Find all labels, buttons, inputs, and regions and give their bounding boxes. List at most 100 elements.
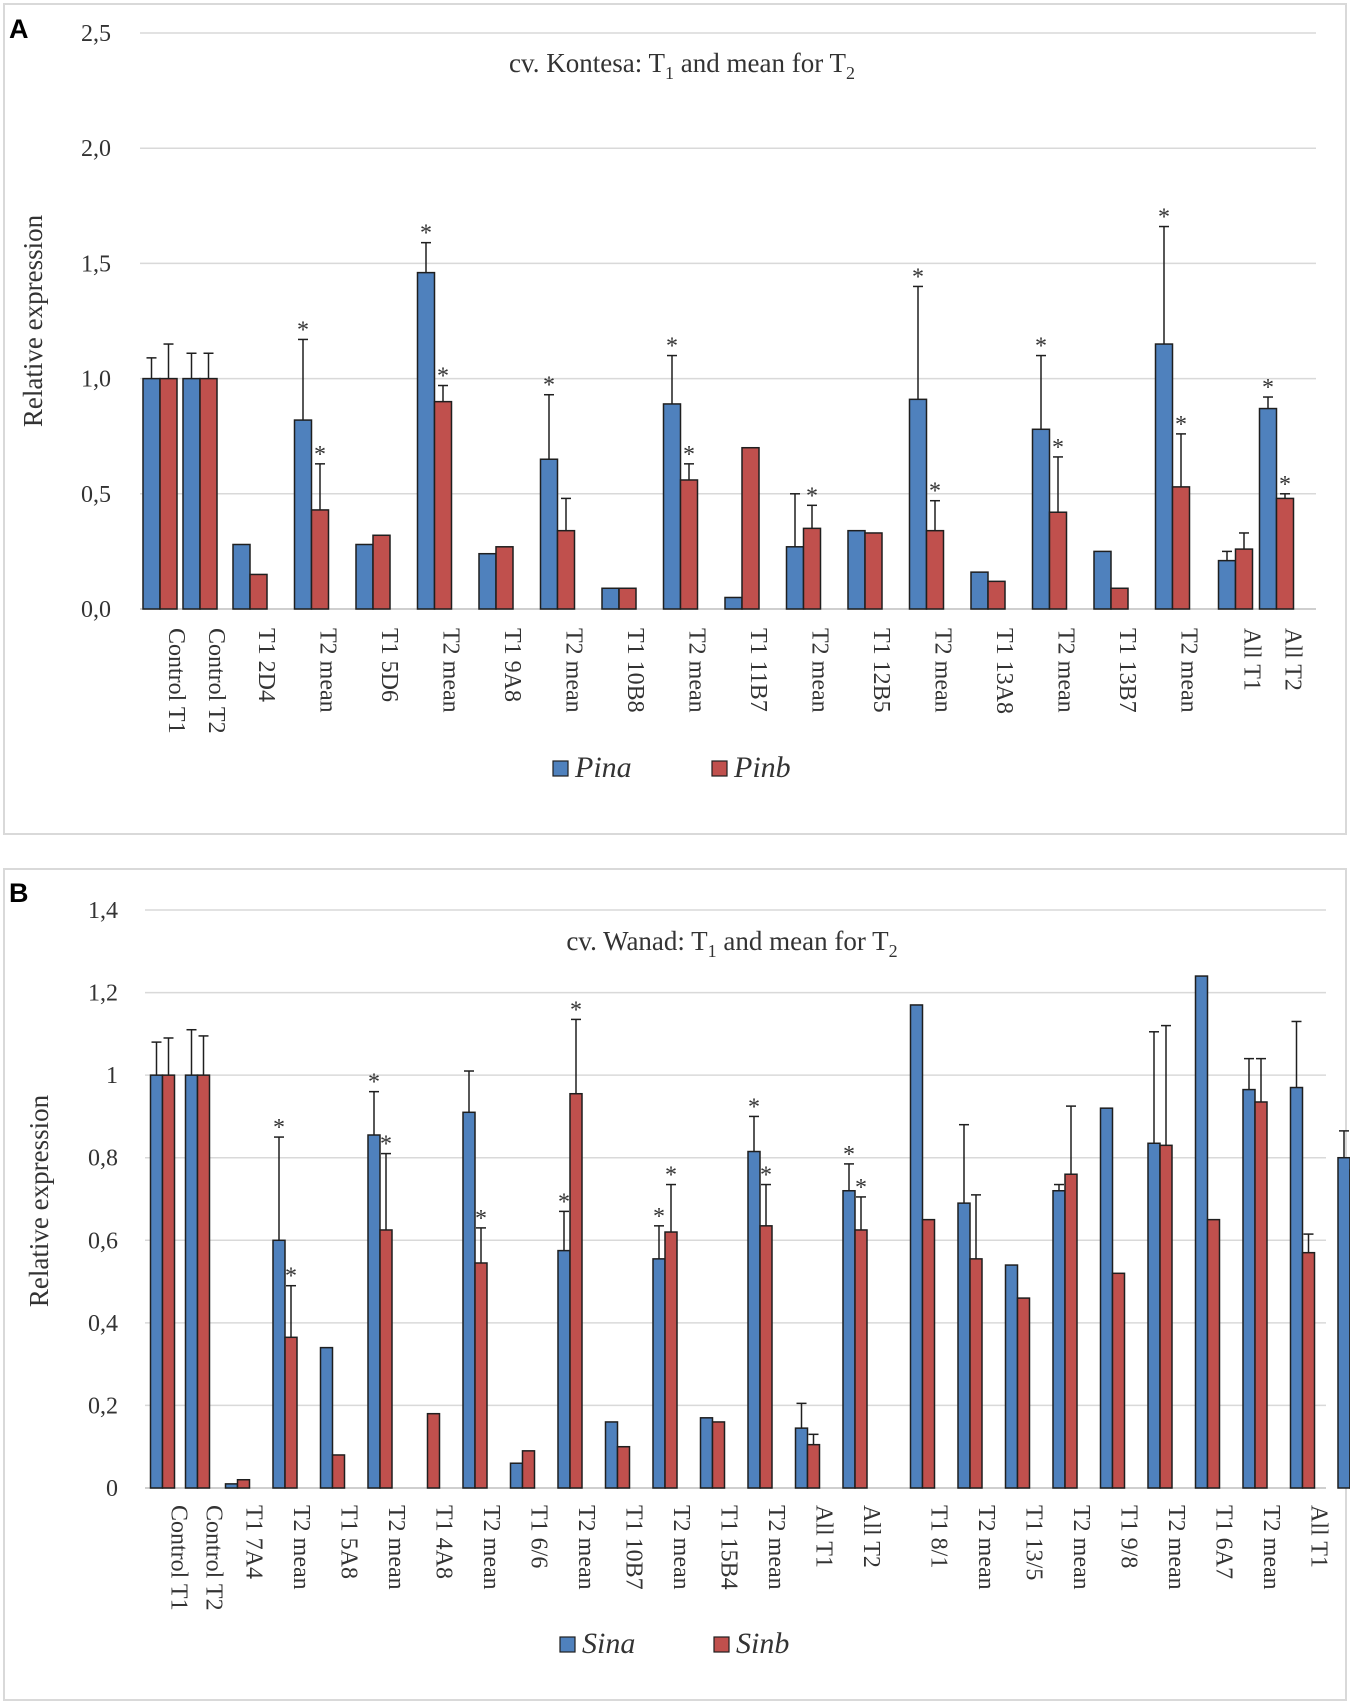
panel-a-bar-pinb xyxy=(925,529,945,610)
panel-b-bar-sina xyxy=(149,1074,164,1489)
panel-a-significance-star: * xyxy=(314,442,326,468)
panel-a-bar-pinb xyxy=(433,400,453,610)
panel-a-x-tick-label: Control T2 xyxy=(203,628,229,734)
panel-a-bar-pinb xyxy=(310,509,330,610)
panel-a-bar-pina xyxy=(416,271,436,610)
panel-b-x-tick-label: Control T1 xyxy=(166,1505,192,1611)
panel-a-bar-pinb xyxy=(618,587,637,610)
panel-a-bar-pina xyxy=(601,587,620,610)
panel-b-bar-sinb xyxy=(1254,1101,1268,1489)
panel-b-significance-star: * xyxy=(285,1264,297,1290)
panel-a-bar-pina xyxy=(1258,407,1278,610)
panel-b-y-tick-label: 0 xyxy=(106,1476,118,1502)
panel-a-bar-pina xyxy=(232,543,251,610)
panel-b-chart-title: cv. Wanad: T1 and mean for T2 xyxy=(566,926,897,961)
panel-b-x-tick-label: T1 15B4 xyxy=(716,1505,742,1590)
panel-b-legend-label-sinb: Sinb xyxy=(736,1627,789,1660)
panel-a-x-tick-label: T1 11B7 xyxy=(745,628,771,712)
panel-b-y-tick-label: 0,6 xyxy=(88,1228,118,1254)
panel-b-bar-sinb xyxy=(1206,1218,1221,1489)
panel-a-y-tick-label: 0,0 xyxy=(81,597,111,623)
panel-a-bar-pina xyxy=(539,458,559,610)
panel-b-bar-sinb xyxy=(921,1218,936,1489)
panel-b-bar-sina xyxy=(1099,1107,1114,1489)
panel-a-legend-swatch-pina xyxy=(552,760,569,777)
panel-a-y-tick-label: 2,0 xyxy=(81,136,111,162)
panel-b-x-tick-label: T1 10B7 xyxy=(621,1505,647,1590)
panel-b-y-tick-label: 0,2 xyxy=(88,1393,118,1419)
panel-b-x-tick-label: T1 9/8 xyxy=(1116,1505,1142,1568)
panel-a-letter: A xyxy=(9,14,29,44)
panel-b-bar-sina xyxy=(224,1483,239,1489)
panel-a-chart-title: cv. Kontesa: T1 and mean for T2 xyxy=(509,48,855,83)
panel-b-bar-sinb xyxy=(196,1074,211,1489)
panel-b-significance-star: * xyxy=(273,1115,285,1141)
panel-a-bar-pina xyxy=(478,552,497,610)
panel-b-bar-sinb xyxy=(711,1421,726,1489)
panel-a-bar-pinb xyxy=(1110,587,1129,610)
panel-b-x-tick-label: T2 mean xyxy=(668,1505,694,1590)
panel-b-bar-sina xyxy=(1004,1264,1019,1489)
panel-a-significance-star: * xyxy=(666,334,678,360)
panel-b-y-tick-label: 0,8 xyxy=(88,1146,118,1172)
panel-b-legend-swatch-sina xyxy=(559,1636,576,1653)
panel-b-bar-sina xyxy=(794,1427,809,1489)
panel-a-bar-pinb xyxy=(199,377,218,610)
panel-b-significance-star: * xyxy=(665,1163,677,1189)
panel-a-bar-pina xyxy=(1154,343,1174,610)
panel-b-bar-sinb xyxy=(854,1229,868,1489)
panel-b-bar-sina xyxy=(957,1202,971,1489)
panel-b-x-tick-label: T2 mean xyxy=(478,1505,504,1590)
panel-b-x-tick-label: T2 mean xyxy=(383,1505,409,1590)
panel-a-bar-pinb xyxy=(556,529,576,610)
panel-b-significance-star: * xyxy=(570,997,582,1023)
panel-b-x-tick-label: Control T2 xyxy=(201,1505,227,1611)
panel-b-bar-sinb xyxy=(806,1443,821,1489)
panel-a-legend-label-pinb: Pinb xyxy=(733,751,791,784)
panel-a-y-tick-label: 0,5 xyxy=(81,482,111,508)
panel-b-x-tick-label: T2 mean xyxy=(573,1505,599,1590)
panel-b-bar-sina xyxy=(699,1417,714,1489)
panel-b-bar-sina xyxy=(557,1249,571,1489)
panel-b-bar-sinb xyxy=(474,1262,488,1489)
panel-a-y-axis-label: Relative expression xyxy=(18,214,48,427)
panel-b-x-tick-label: T1 7A4 xyxy=(241,1505,267,1579)
panel-a-y-tick-label: 2,5 xyxy=(81,21,111,47)
panel-b-bar-sina xyxy=(604,1421,619,1489)
panel-a-bar-pina xyxy=(970,571,989,610)
panel-b-bar-sinb xyxy=(284,1336,298,1489)
panel-a-significance-star: * xyxy=(1279,472,1291,498)
panel-b-letter: B xyxy=(9,878,29,908)
panel-b-significance-star: * xyxy=(855,1175,867,1201)
panel-b-bar-sinb xyxy=(1016,1297,1031,1489)
panel-a-significance-star: * xyxy=(1262,375,1274,401)
panel-b-x-tick-label: T2 mean xyxy=(763,1505,789,1590)
panel-a-bar-pinb xyxy=(1275,497,1295,610)
panel-a-bar-pina xyxy=(182,377,201,610)
panel-a-x-tick-label: T2 mean xyxy=(315,628,341,713)
panel-a-bar-pinb xyxy=(802,527,822,610)
panel-b-bar-sina xyxy=(652,1258,666,1489)
panel-b-x-tick-label: T1 6/6 xyxy=(526,1505,552,1568)
panel-a-significance-star: * xyxy=(420,221,432,247)
panel-b-significance-star: * xyxy=(380,1132,392,1158)
panel-a-bar-pinb xyxy=(864,532,883,610)
panel-b-bar-sina xyxy=(1337,1156,1350,1489)
panel-b-x-tick-label: All T1 xyxy=(1306,1505,1332,1568)
panel-b-y-tick-label: 1 xyxy=(106,1063,118,1089)
panel-a-significance-star: * xyxy=(437,364,449,390)
panel-a-significance-star: * xyxy=(543,373,555,399)
panel-b-significance-star: * xyxy=(475,1206,487,1232)
panel-a-bar-pina xyxy=(142,377,161,610)
panel-b-bar-sinb xyxy=(1064,1173,1078,1489)
panel-a-bar-pina xyxy=(1217,559,1237,610)
panel-b-x-tick-label: T1 8/1 xyxy=(926,1505,952,1568)
panel-a-bar-pina xyxy=(355,543,374,610)
panel-a-x-tick-label: Control T1 xyxy=(163,628,189,734)
panel-a-significance-star: * xyxy=(912,264,924,290)
panel-b-y-tick-label: 1,4 xyxy=(88,898,118,924)
panel-b-x-tick-label: All T2 xyxy=(858,1505,884,1568)
panel-b-bar-sinb xyxy=(1159,1144,1173,1489)
panel-b-bar-sinb xyxy=(331,1454,346,1489)
